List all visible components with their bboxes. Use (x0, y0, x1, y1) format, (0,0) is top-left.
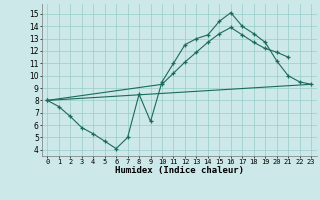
X-axis label: Humidex (Indice chaleur): Humidex (Indice chaleur) (115, 166, 244, 175)
